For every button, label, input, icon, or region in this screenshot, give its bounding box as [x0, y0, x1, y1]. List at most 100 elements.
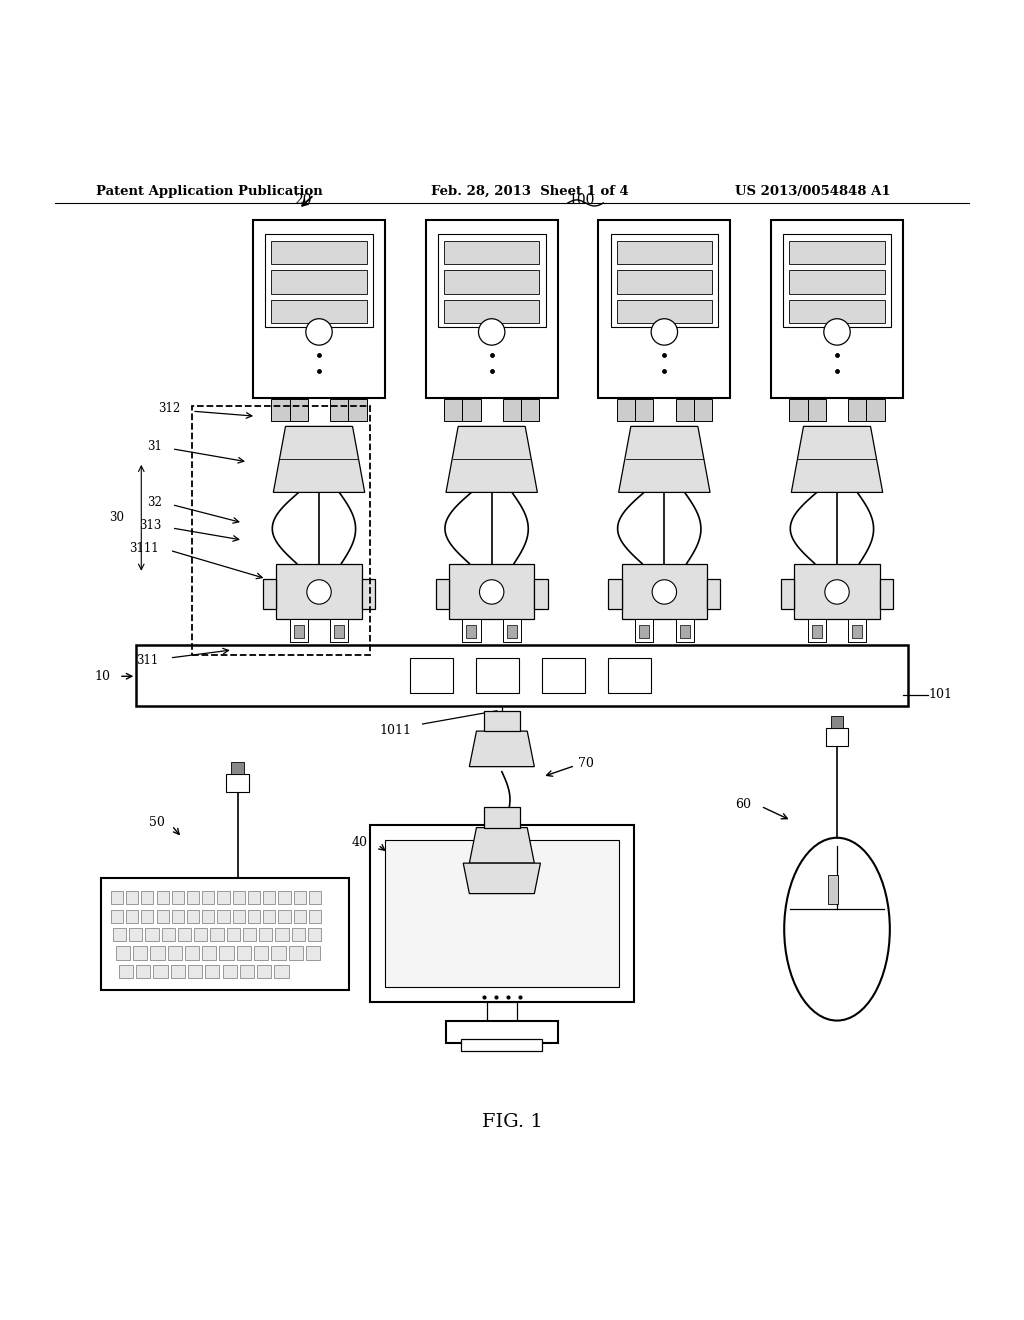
Circle shape: [824, 318, 850, 345]
Text: 40: 40: [352, 837, 368, 849]
Text: 10: 10: [95, 669, 111, 682]
Bar: [294, 626, 304, 638]
Bar: [812, 626, 822, 638]
Bar: [694, 399, 712, 421]
Bar: [616, 399, 635, 421]
Circle shape: [307, 579, 331, 605]
Bar: [271, 242, 367, 264]
Bar: [308, 928, 322, 941]
Bar: [622, 564, 707, 619]
Bar: [848, 619, 866, 642]
Bar: [507, 626, 517, 638]
Bar: [330, 399, 348, 421]
Bar: [111, 909, 123, 923]
Bar: [790, 242, 885, 264]
Bar: [635, 619, 653, 642]
Bar: [271, 399, 290, 421]
Bar: [133, 946, 147, 960]
Bar: [385, 840, 618, 987]
Bar: [446, 1020, 558, 1043]
Bar: [136, 965, 151, 978]
Bar: [141, 891, 154, 904]
Bar: [852, 626, 862, 638]
Bar: [119, 965, 133, 978]
Bar: [187, 891, 200, 904]
Bar: [205, 965, 219, 978]
Bar: [707, 578, 720, 610]
Bar: [334, 626, 344, 638]
Bar: [880, 578, 893, 610]
Bar: [610, 235, 718, 327]
Bar: [436, 578, 450, 610]
Bar: [521, 399, 540, 421]
Bar: [290, 399, 308, 421]
Text: 70: 70: [578, 758, 594, 770]
Bar: [271, 271, 367, 293]
Bar: [486, 1002, 517, 1023]
Bar: [306, 946, 321, 960]
Bar: [141, 909, 154, 923]
Bar: [309, 909, 322, 923]
Text: 313: 313: [139, 520, 162, 532]
Bar: [217, 891, 229, 904]
Bar: [195, 928, 207, 941]
Bar: [825, 729, 848, 746]
Bar: [783, 235, 891, 327]
Circle shape: [651, 318, 678, 345]
Bar: [178, 928, 191, 941]
Bar: [263, 578, 276, 610]
Bar: [290, 619, 308, 642]
Bar: [136, 644, 908, 706]
Bar: [226, 774, 249, 792]
Bar: [781, 578, 795, 610]
Bar: [271, 946, 286, 960]
Bar: [361, 578, 375, 610]
Text: 30: 30: [109, 511, 124, 524]
Bar: [202, 946, 216, 960]
Bar: [253, 220, 385, 397]
Circle shape: [478, 318, 505, 345]
Bar: [543, 657, 585, 693]
Bar: [243, 928, 256, 941]
Bar: [157, 891, 169, 904]
Bar: [232, 891, 245, 904]
Bar: [202, 909, 214, 923]
Bar: [790, 271, 885, 293]
Bar: [275, 928, 289, 941]
Bar: [330, 619, 348, 642]
Bar: [830, 715, 843, 729]
Polygon shape: [446, 426, 538, 492]
Bar: [790, 399, 808, 421]
Bar: [248, 909, 260, 923]
Bar: [237, 946, 251, 960]
Text: Patent Application Publication: Patent Application Publication: [95, 185, 323, 198]
Bar: [248, 891, 260, 904]
Bar: [444, 300, 540, 323]
Bar: [309, 891, 322, 904]
Bar: [257, 965, 271, 978]
Bar: [145, 928, 159, 941]
Bar: [795, 564, 880, 619]
Bar: [226, 928, 240, 941]
Polygon shape: [792, 426, 883, 492]
Bar: [535, 578, 548, 610]
Bar: [129, 928, 142, 941]
Polygon shape: [618, 426, 710, 492]
Circle shape: [479, 579, 504, 605]
Bar: [254, 946, 268, 960]
Bar: [271, 300, 367, 323]
Bar: [466, 626, 476, 638]
Bar: [680, 626, 690, 638]
Polygon shape: [469, 828, 535, 863]
Bar: [279, 891, 291, 904]
Text: 100: 100: [568, 193, 594, 207]
Bar: [411, 657, 453, 693]
Circle shape: [824, 579, 849, 605]
Bar: [676, 399, 694, 421]
Bar: [116, 946, 130, 960]
Bar: [292, 928, 305, 941]
Bar: [438, 235, 546, 327]
Bar: [503, 399, 521, 421]
Bar: [616, 271, 712, 293]
Bar: [231, 762, 244, 774]
